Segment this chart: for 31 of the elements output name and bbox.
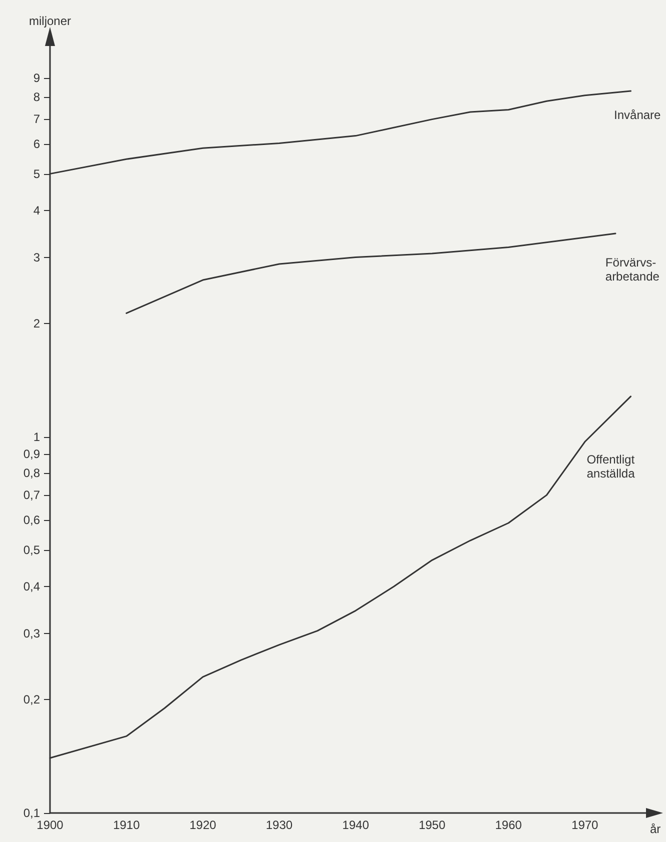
y-tick-label: 4 bbox=[33, 203, 40, 218]
y-tick-label: 0,7 bbox=[23, 488, 40, 502]
y-tick-label: 7 bbox=[33, 112, 40, 126]
y-tick-label: 0,6 bbox=[23, 513, 40, 528]
y-tick-label: 1 bbox=[33, 430, 40, 444]
y-tick-label: 0,9 bbox=[23, 447, 40, 461]
y-tick-label: 0,4 bbox=[23, 579, 40, 594]
y-tick-label: 0,8 bbox=[23, 466, 40, 480]
series-label: Offentligt anställda bbox=[586, 452, 638, 480]
y-tick-label: 9 bbox=[33, 70, 40, 85]
series-label: Förvärvs- arbetande bbox=[605, 256, 660, 284]
x-tick-label: 1910 bbox=[113, 818, 140, 832]
y-tick-label: 0,1 bbox=[23, 806, 40, 820]
series-label: Invånare bbox=[614, 108, 662, 122]
y-axis-title: miljoner bbox=[28, 14, 72, 28]
x-tick-label: 1940 bbox=[342, 818, 370, 832]
y-tick-label: 0,5 bbox=[23, 543, 40, 558]
x-tick-label: 1930 bbox=[266, 818, 293, 832]
x-tick-label: 1970 bbox=[572, 818, 599, 832]
x-tick-label: 1960 bbox=[495, 818, 522, 832]
y-tick-label: 0,3 bbox=[23, 626, 40, 640]
y-tick-label: 6 bbox=[33, 137, 40, 152]
y-tick-label: 5 bbox=[33, 166, 40, 181]
x-axis-title: år bbox=[650, 822, 661, 836]
y-tick-label: 0,2 bbox=[23, 692, 40, 707]
x-tick-label: 1920 bbox=[189, 818, 216, 832]
y-tick-label: 2 bbox=[33, 316, 40, 331]
x-tick-label: 1900 bbox=[36, 818, 64, 832]
y-tick-label: 3 bbox=[33, 250, 40, 264]
x-tick-label: 1950 bbox=[418, 818, 446, 832]
y-tick-label: 8 bbox=[33, 90, 40, 104]
